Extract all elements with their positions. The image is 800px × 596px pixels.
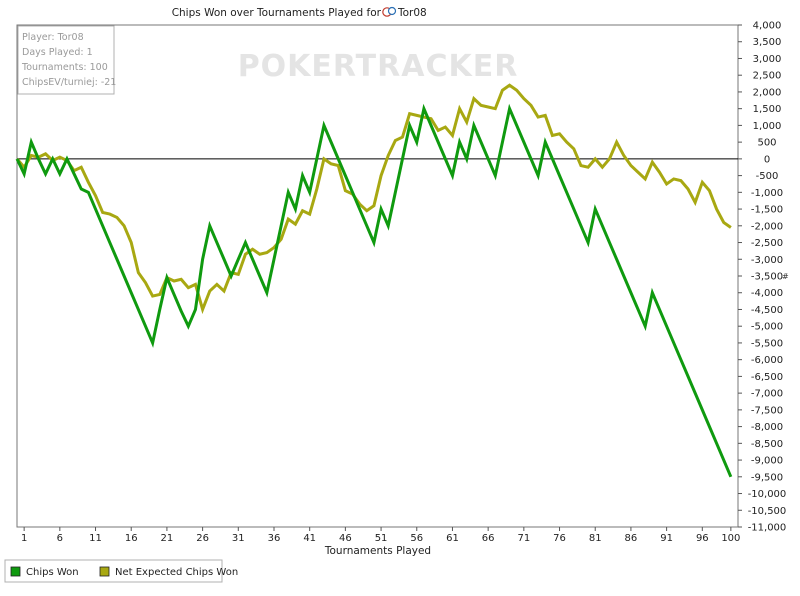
x-tick-label: 46 xyxy=(339,533,352,544)
x-tick-label: 21 xyxy=(161,533,174,544)
legend-frame xyxy=(4,559,223,583)
x-axis: 1 6 11 16 21 26 31 36 41 46 51 56 61 66 71 76 81 86 91 96 10… xyxy=(21,527,740,544)
y-tick-label: -9,000 xyxy=(751,456,783,467)
info-days-played: Days Played: 1 xyxy=(22,47,93,58)
y-tick-label: -1,000 xyxy=(751,188,783,199)
x-tick-label: 81 xyxy=(589,533,602,544)
info-box-frame xyxy=(17,25,115,95)
x-tick-label: 16 xyxy=(125,533,138,544)
x-tick-label: 36 xyxy=(268,533,281,544)
chart-title: Chips Won over Tournaments Played for xyxy=(172,7,382,19)
x-tick-label: 100 xyxy=(721,533,740,544)
y-tick-label: -7,500 xyxy=(751,405,783,416)
legend-label-net-expected: Net Expected Chips Won xyxy=(115,567,238,578)
series-line-chips-won xyxy=(15,103,733,478)
x-tick-label: 96 xyxy=(696,533,709,544)
y-tick-label: -5,500 xyxy=(751,338,783,349)
y-tick-label: 3,500 xyxy=(753,37,782,48)
y-axis: 4,000 3,500 3,000 2,500 2,000 1,500 1,000 500 0 -… xyxy=(738,21,786,534)
y-tick-label: -4,000 xyxy=(751,288,783,299)
y-tick-label: -3,500 xyxy=(751,272,783,283)
x-tick-label: 71 xyxy=(517,533,530,544)
y-tick-label: -8,000 xyxy=(751,422,783,433)
y-tick-label: 0 xyxy=(764,154,770,165)
info-chipsev: ChipsEV/turniej: -21 xyxy=(22,77,116,88)
x-tick-label: 1 xyxy=(21,533,27,544)
y-tick-label: 4,000 xyxy=(753,21,782,32)
series-lines xyxy=(15,83,733,478)
pokertracker-watermark: POKERTRACKER xyxy=(238,49,519,84)
legend-swatch-net-expected xyxy=(99,566,110,577)
y-tick-label: 3,000 xyxy=(753,54,782,65)
y-tick-label: -1,500 xyxy=(751,205,783,216)
y-tick-label: 2,500 xyxy=(753,71,782,82)
player-info-box: Player: Tor08 Days Played: 1 Tournaments… xyxy=(17,25,116,95)
y-tick-label: -4,500 xyxy=(751,305,783,316)
y-tick-label: -10,000 xyxy=(748,489,787,500)
x-tick-label: 56 xyxy=(410,533,423,544)
y-tick-label: 1,000 xyxy=(753,121,782,132)
y-tick-label: -2,500 xyxy=(751,238,783,249)
y-tick-label: -6,500 xyxy=(751,372,783,383)
x-axis-title: Tournaments Played xyxy=(324,545,431,557)
x-tick-label: 86 xyxy=(625,533,638,544)
y-tick-label: -2,000 xyxy=(751,221,783,232)
chart-title-player: Tor08 xyxy=(397,7,427,19)
x-tick-label: 51 xyxy=(375,533,388,544)
legend: Chips Won Net Expected Chips Won xyxy=(4,559,238,583)
x-tick-label: 41 xyxy=(303,533,316,544)
x-tick-label: 61 xyxy=(446,533,459,544)
y-tick-label: -7,000 xyxy=(751,389,783,400)
x-tick-label: 66 xyxy=(482,533,495,544)
y-tick-label: 1,500 xyxy=(753,104,782,115)
y-tick-label: -6,000 xyxy=(751,355,783,366)
x-tick-label: 26 xyxy=(196,533,209,544)
y-axis-side-label: # xyxy=(782,272,789,281)
y-tick-label: -5,000 xyxy=(751,322,783,333)
y-tick-label: -9,500 xyxy=(751,472,783,483)
legend-label-chips-won: Chips Won xyxy=(26,567,79,578)
series-line-net-expected xyxy=(15,83,732,315)
y-tick-label: -10,500 xyxy=(748,506,787,517)
legend-swatch-chips-won xyxy=(10,566,21,577)
x-tick-label: 6 xyxy=(57,533,63,544)
y-tick-label: 500 xyxy=(757,138,776,149)
info-player: Player: Tor08 xyxy=(22,32,84,43)
y-tick-label: -500 xyxy=(756,171,779,182)
x-tick-label: 76 xyxy=(553,533,566,544)
y-tick-label: -8,500 xyxy=(751,439,783,450)
player-club-icon xyxy=(382,6,397,17)
y-tick-label: -3,000 xyxy=(751,255,783,266)
info-tournaments: Tournaments: 100 xyxy=(21,62,108,73)
x-tick-label: 91 xyxy=(660,533,673,544)
y-tick-label: -11,000 xyxy=(748,523,787,534)
x-tick-label: 11 xyxy=(89,533,102,544)
y-tick-label: 2,000 xyxy=(753,87,782,98)
x-tick-label: 31 xyxy=(232,533,245,544)
